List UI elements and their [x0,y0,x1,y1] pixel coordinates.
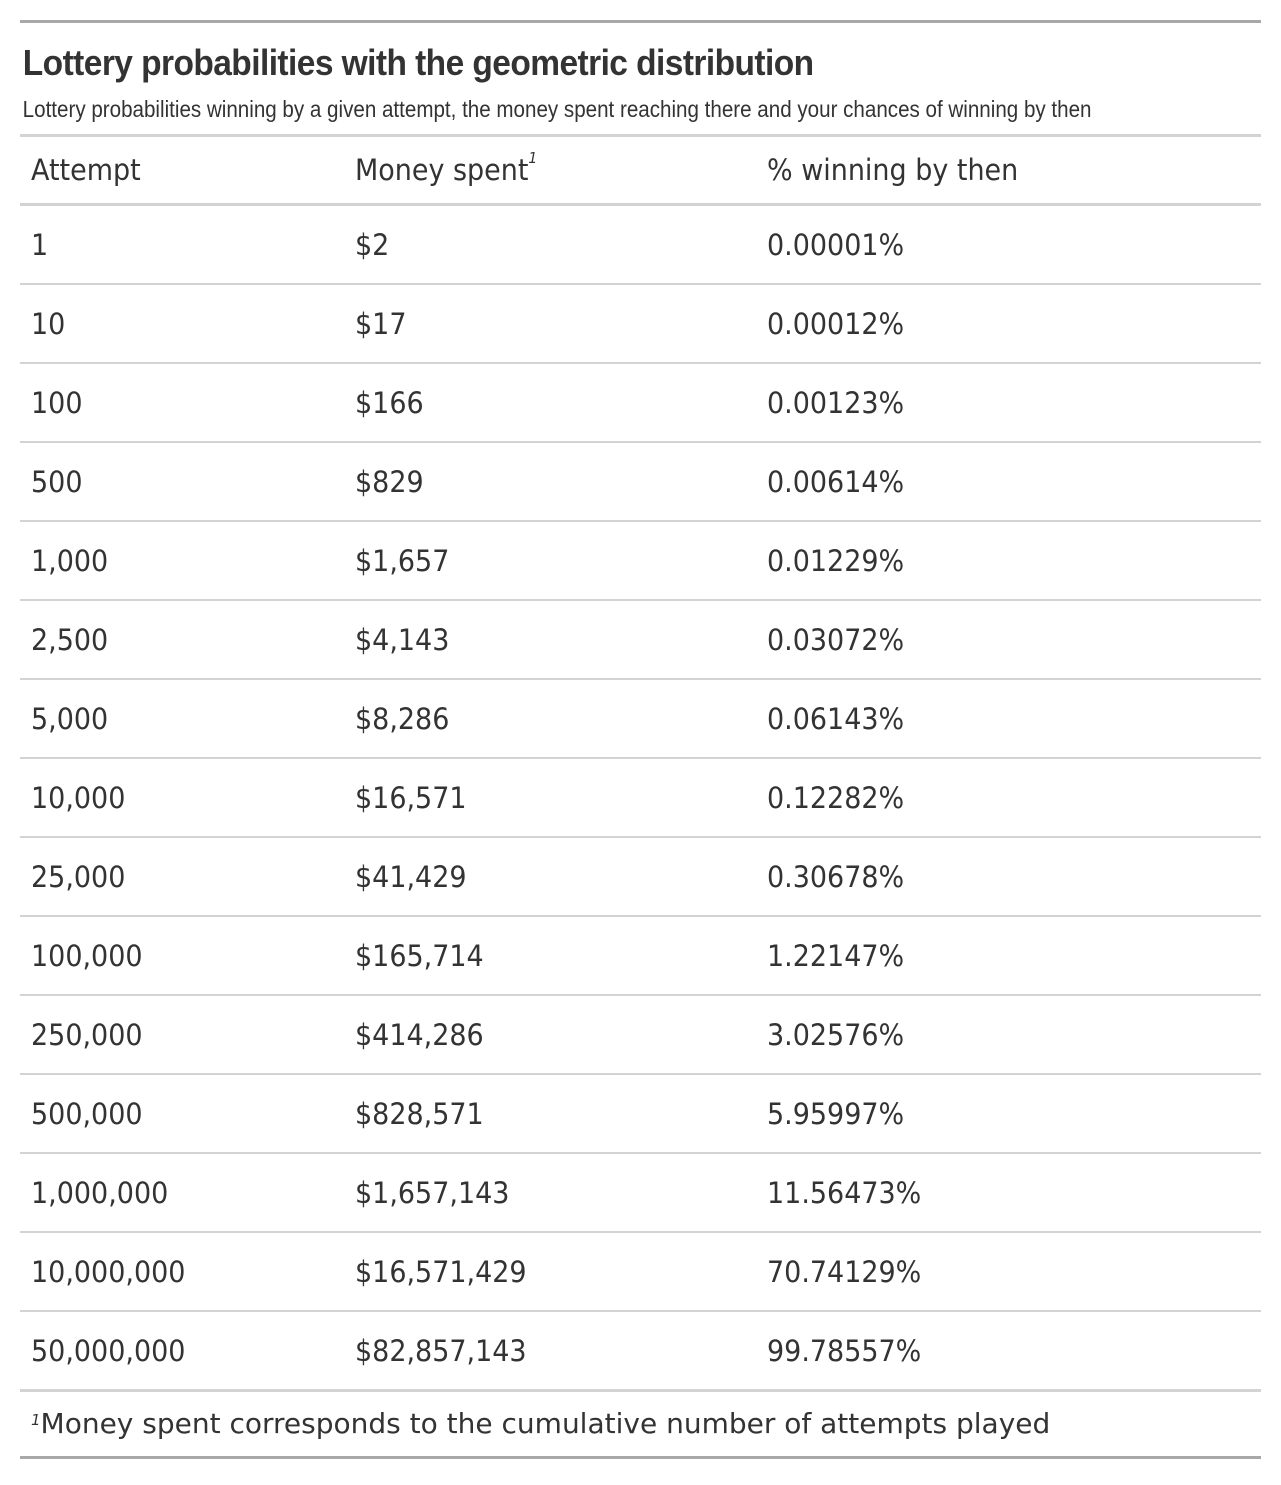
cell-attempt: 500,000 [31,1096,143,1131]
cell-money-spent: $166 [355,385,424,420]
cell-money-spent: $2 [355,227,390,262]
cell-winning-pct: 0.00614% [767,464,905,499]
cell-money-spent: $165,714 [355,938,484,973]
cell-attempt: 2,500 [31,622,109,657]
cell-winning-pct: 1.22147% [767,938,905,973]
table-container: Lottery probabilities with the geometric… [20,20,1261,1459]
table-row: 10 $17 0.00012% [20,284,1261,363]
cell-attempt: 100 [31,385,83,420]
table-row: 50,000,000 $82,857,143 99.78557% [20,1311,1261,1391]
table-row: 500,000 $828,571 5.95997% [20,1074,1261,1153]
footnote-mark: 1 [31,1411,41,1429]
cell-money-spent: $82,857,143 [355,1333,527,1368]
table-row: 10,000 $16,571 0.12282% [20,758,1261,837]
cell-attempt: 50,000,000 [31,1333,186,1368]
table-row: 25,000 $41,429 0.30678% [20,837,1261,916]
cell-winning-pct: 70.74129% [767,1254,922,1289]
table-row: 1,000 $1,657 0.01229% [20,521,1261,600]
cell-money-spent: $41,429 [355,859,467,894]
cell-money-spent: $1,657,143 [355,1175,510,1210]
table-title: Lottery probabilities with the geometric… [22,42,814,83]
cell-winning-pct: 0.00012% [767,306,905,341]
cell-winning-pct: 0.30678% [767,859,905,894]
table-row: 1 $2 0.00001% [20,205,1261,284]
cell-attempt: 250,000 [31,1017,143,1052]
table-body: 1 $2 0.00001% 10 $17 0.00012% 100 $166 0.00123% 5… [20,205,1261,1391]
cell-winning-pct: 0.01229% [767,543,905,578]
cell-money-spent: $4,143 [355,622,450,657]
table-row: 2,500 $4,143 0.03072% [20,600,1261,679]
table-row: 5,000 $8,286 0.06143% [20,679,1261,758]
footnote-marker: 1 [528,149,538,167]
cell-money-spent: $16,571 [355,780,467,815]
cell-attempt: 1 [31,227,49,262]
cell-attempt: 100,000 [31,938,143,973]
cell-winning-pct: 0.03072% [767,622,905,657]
table-footnote: 1Money spent corresponds to the cumulati… [20,1392,1261,1459]
column-header-winning-pct: % winning by then [767,153,1019,187]
table-subtitle: Lottery probabilities winning by a given… [22,96,1092,122]
cell-money-spent: $828,571 [355,1096,484,1131]
cell-money-spent: $17 [355,306,407,341]
cell-winning-pct: 0.00001% [767,227,905,262]
table-row: 1,000,000 $1,657,143 11.56473% [20,1153,1261,1232]
cell-winning-pct: 99.78557% [767,1333,922,1368]
column-header-money-spent: Money spent1 [355,149,538,187]
column-header-attempt: Attempt [31,153,141,187]
lottery-table: Attempt Money spent1 % winning by then 1… [20,134,1261,1392]
header-row: Attempt Money spent1 % winning by then [20,135,1261,205]
table-row: 100 $166 0.00123% [20,363,1261,442]
cell-winning-pct: 11.56473% [767,1175,922,1210]
cell-attempt: 500 [31,464,83,499]
cell-attempt: 10,000,000 [31,1254,186,1289]
cell-money-spent: $1,657 [355,543,450,578]
table-row: 100,000 $165,714 1.22147% [20,916,1261,995]
cell-money-spent: $414,286 [355,1017,484,1052]
cell-attempt: 10,000 [31,780,126,815]
cell-money-spent: $16,571,429 [355,1254,527,1289]
cell-attempt: 1,000 [31,543,109,578]
cell-attempt: 5,000 [31,701,109,736]
cell-winning-pct: 3.02576% [767,1017,905,1052]
cell-winning-pct: 0.06143% [767,701,905,736]
table-row: 250,000 $414,286 3.02576% [20,995,1261,1074]
table-header: Attempt Money spent1 % winning by then [20,135,1261,205]
cell-money-spent: $8,286 [355,701,450,736]
table-row: 500 $829 0.00614% [20,442,1261,521]
cell-attempt: 10 [31,306,66,341]
top-rule [20,20,1261,23]
table-row: 10,000,000 $16,571,429 70.74129% [20,1232,1261,1311]
cell-winning-pct: 0.00123% [767,385,905,420]
cell-winning-pct: 5.95997% [767,1096,905,1131]
cell-money-spent: $829 [355,464,424,499]
cell-attempt: 1,000,000 [31,1175,169,1210]
cell-winning-pct: 0.12282% [767,780,905,815]
footnote-text: Money spent corresponds to the cumulativ… [40,1407,1051,1440]
cell-attempt: 25,000 [31,859,126,894]
